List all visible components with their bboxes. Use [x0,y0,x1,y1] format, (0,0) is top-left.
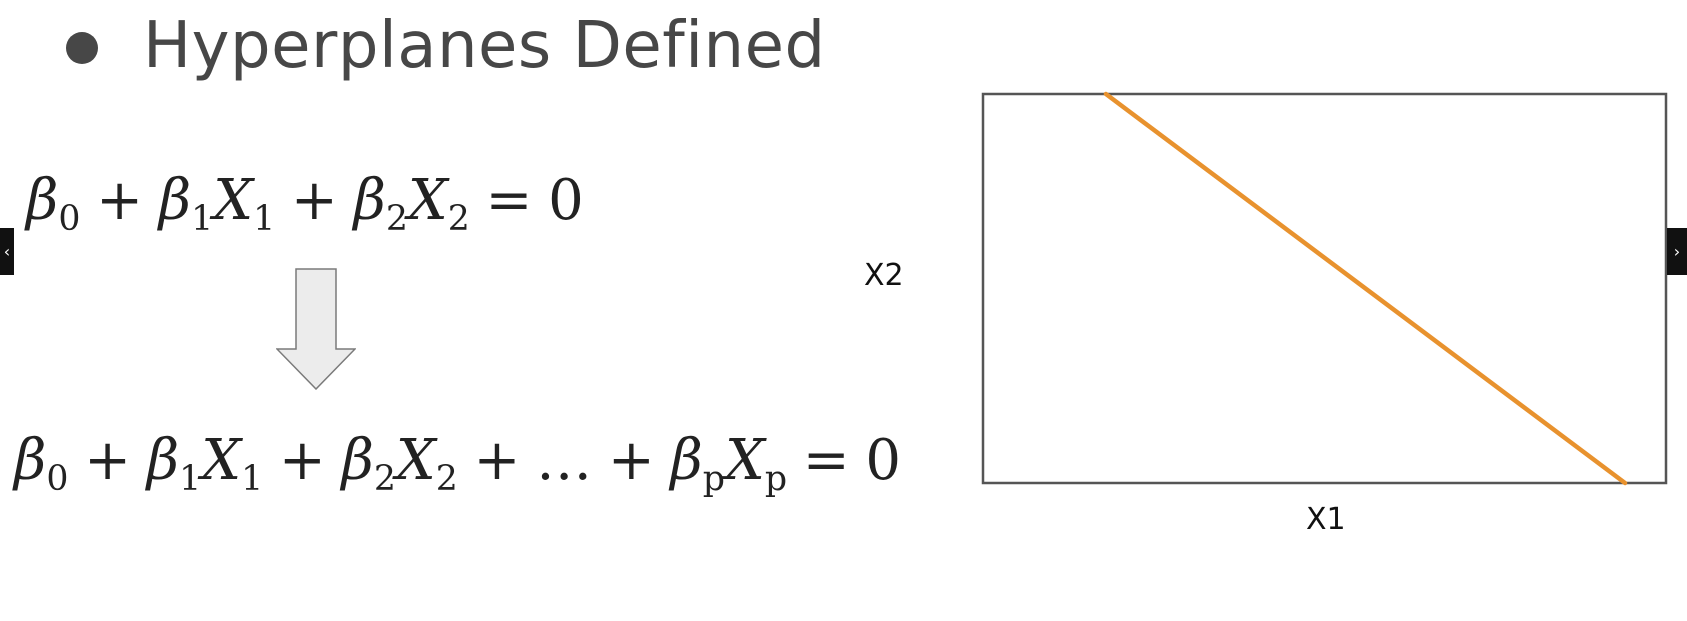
beta-2-sub: 2 [373,459,396,500]
x-2: X [407,168,448,233]
plus-sign: + [96,168,144,233]
beta-2: β [353,168,386,233]
beta-0-sub: 0 [46,459,69,500]
x-axis-label: X1 [1306,502,1346,537]
beta-0-sub: 0 [58,199,81,240]
equals-sign: = [485,168,533,233]
plus-sign: + [84,428,132,493]
rhs-zero: 0 [548,168,584,233]
plus-sign: + [607,428,655,493]
x-2-sub: 2 [435,459,458,500]
slide-title-row: Hyperplanes Defined [66,6,826,86]
beta-0: β [14,428,47,493]
ellipsis: … [536,428,593,493]
x-1-sub: 1 [253,199,276,240]
beta-2-sub: 2 [385,199,408,240]
beta-1: β [146,428,180,493]
beta-p: β [670,428,703,493]
rhs-zero: 0 [865,428,902,493]
beta-0: β [26,168,59,233]
hyperplane-line-0 [1103,91,1628,486]
y-axis-label: X2 [864,258,904,293]
bullet-icon [66,32,98,64]
equation-p-dimensional: β0 + β1X1 + β2X2 +… + βpXp = 0 [14,428,902,496]
x-2-sub: 2 [447,199,470,240]
beta-p-sub: p [702,459,726,500]
plus-sign: + [290,168,338,233]
beta-1-sub: 1 [179,459,202,500]
x-1: X [213,168,254,233]
plus-sign: + [473,428,521,493]
x-1: X [201,428,242,493]
x-2: X [395,428,436,493]
plot-frame [981,92,1668,485]
beta-2: β [341,428,374,493]
beta-1: β [158,168,192,233]
next-slide-button[interactable]: › [1667,228,1687,275]
x-p: X [725,428,765,493]
previous-slide-button[interactable]: ‹ [0,228,14,275]
beta-1-sub: 1 [191,199,214,240]
x-1-sub: 1 [241,459,264,500]
down-arrow-icon [276,268,356,390]
equation-2d: β0 + β1X1 + β2X2 = 0 [26,168,584,236]
plus-sign: + [278,428,326,493]
slide-title: Hyperplanes Defined [143,9,826,83]
equals-sign: = [802,428,850,493]
series-layer [1103,91,1628,486]
x-p-sub: p [764,459,788,500]
